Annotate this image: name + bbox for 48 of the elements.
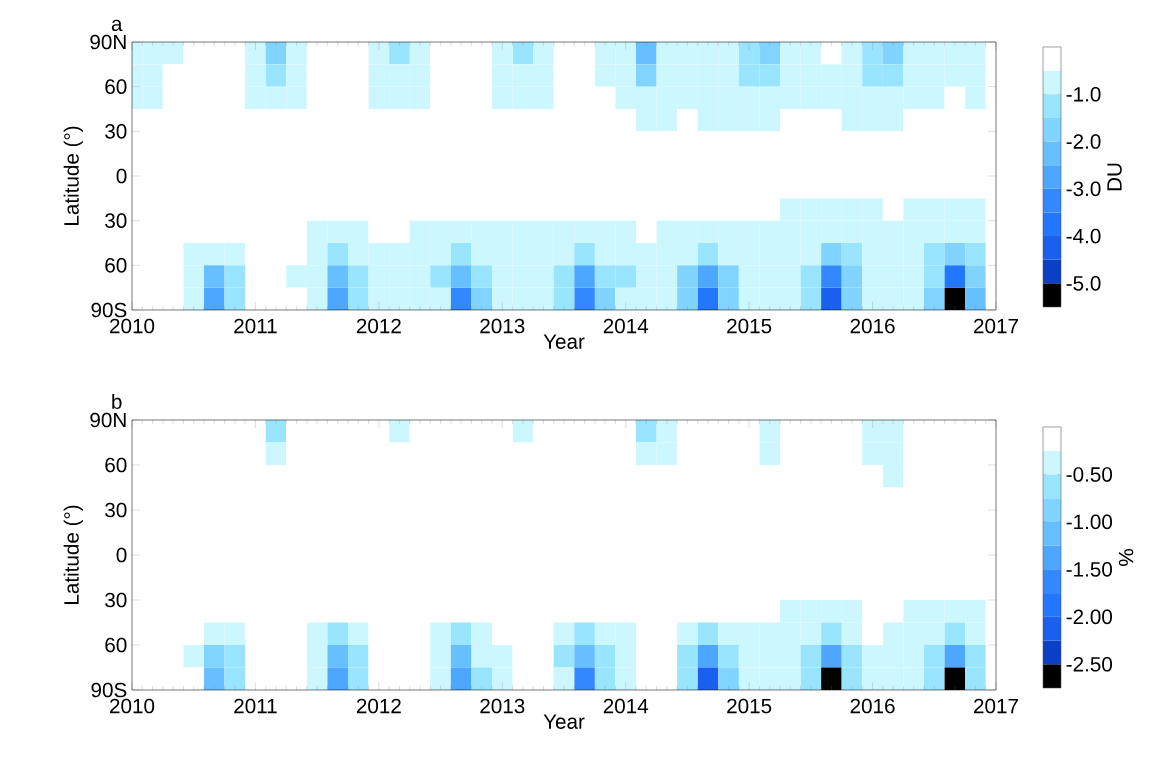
y-tick-label: 30 <box>105 592 127 608</box>
color-bar-label: -1.50 <box>1066 562 1113 577</box>
x-tick-label: 2016 <box>850 698 895 714</box>
chart-title: a <box>111 19 123 32</box>
chart-title: b <box>112 393 122 410</box>
color-bar-label: -3.0 <box>1066 181 1101 197</box>
x-tick-label: 2010 <box>110 318 155 334</box>
x-tick-label: 2014 <box>603 318 649 334</box>
x-axis-title: Year <box>543 334 585 349</box>
color-bar-label: -2.00 <box>1066 609 1113 625</box>
x-tick-label: 2015 <box>727 698 772 714</box>
x-tick-label: 2015 <box>727 318 772 334</box>
color-bar-label: -4.0 <box>1066 228 1101 244</box>
x-tick-label: 2014 <box>603 698 649 714</box>
x-tick-label: 2012 <box>356 698 401 714</box>
y-tick-label: 30 <box>105 124 127 139</box>
color-bar-title: % <box>1118 549 1134 566</box>
y-tick-label: 60 <box>105 258 127 273</box>
x-tick-label: 2011 <box>234 698 277 714</box>
x-tick-label: 2017 <box>974 698 1018 714</box>
color-bar-label: -1.0 <box>1066 86 1101 102</box>
x-tick-label: 2013 <box>480 698 525 714</box>
color-bar-label: -1.00 <box>1066 514 1113 530</box>
x-axis-title: Year <box>543 714 585 729</box>
y-tick-label: 60 <box>105 79 127 94</box>
y-axis-title: Latitude (°) <box>63 505 83 604</box>
y-tick-label: 30 <box>105 213 127 228</box>
color-bar-title: DU <box>1107 163 1122 191</box>
y-tick-label: 30 <box>105 502 127 518</box>
color-bar-label: -2.0 <box>1066 134 1101 149</box>
color-bar-label: -5.0 <box>1066 276 1101 291</box>
x-tick-label: 2010 <box>110 698 155 714</box>
y-axis-title: Latitude (°) <box>63 126 83 225</box>
y-tick-label: 0 <box>116 547 127 563</box>
y-tick-label: 90S <box>91 682 127 698</box>
y-tick-label: 90N <box>90 34 126 50</box>
y-tick-label: 0 <box>116 168 127 184</box>
y-tick-label: 90N <box>90 412 126 428</box>
y-tick-label: 60 <box>105 637 127 653</box>
y-tick-label: 90S <box>91 302 127 318</box>
y-tick-label: 60 <box>105 457 127 473</box>
color-bar-label: -2.50 <box>1066 656 1113 672</box>
x-tick-label: 2012 <box>356 318 401 334</box>
color-bar-label: -0.50 <box>1066 467 1113 482</box>
x-tick-label: 2016 <box>850 318 895 334</box>
x-tick-label: 2011 <box>234 318 277 334</box>
x-tick-label: 2013 <box>480 318 525 334</box>
x-tick-label: 2017 <box>974 318 1018 334</box>
